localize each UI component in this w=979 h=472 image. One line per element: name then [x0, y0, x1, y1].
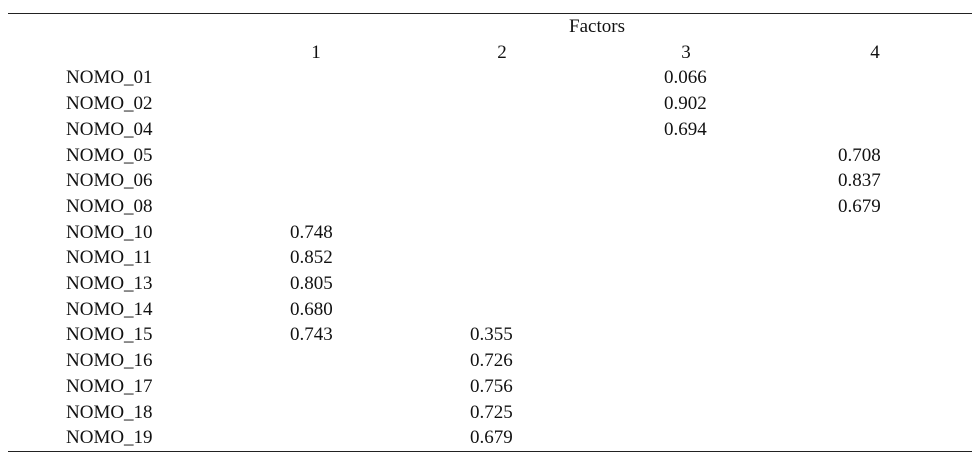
loading-cell-factor-2: 0.355 — [470, 324, 513, 346]
loading-cell-factor-4: 0.837 — [838, 170, 881, 192]
row-label: NOMO_02 — [66, 93, 153, 115]
loading-cell-factor-4: 0.679 — [838, 195, 881, 217]
row-label: NOMO_13 — [66, 273, 153, 295]
loading-cell-factor-3: 0.066 — [664, 67, 707, 89]
loading-cell-factor-1 — [222, 348, 410, 374]
row-label: NOMO_16 — [66, 350, 153, 372]
row-label: NOMO_17 — [66, 375, 153, 397]
loading-cell-factor-1: 0.743 — [290, 324, 333, 346]
table-body: NOMO_01 0.066 NOMO_02 0.902 NOMO_04 0.694 NOMO… — [8, 65, 972, 452]
loading-cell-factor-4 — [778, 245, 972, 271]
loading-cell-factor-2 — [410, 194, 594, 220]
table-row: NOMO_11 0.852 — [8, 245, 972, 271]
loading-cell-factor-3 — [594, 220, 778, 246]
loading-cell-factor-4 — [778, 220, 972, 246]
row-label: NOMO_14 — [66, 298, 153, 320]
loading-cell-factor-2 — [410, 91, 594, 117]
table-row: NOMO_13 0.805 — [8, 271, 972, 297]
loading-cell-factor-3 — [594, 374, 778, 400]
loading-cell-factor-2 — [410, 245, 594, 271]
loading-cell-factor-4 — [778, 425, 972, 452]
loading-cell-factor-4 — [778, 322, 972, 348]
loading-cell-factor-3 — [594, 400, 778, 426]
row-label: NOMO_04 — [66, 118, 153, 140]
loading-cell-factor-3 — [594, 194, 778, 220]
table-row: NOMO_19 0.679 — [8, 425, 972, 452]
loading-cell-factor-1 — [222, 117, 410, 143]
loading-cell-factor-3 — [594, 348, 778, 374]
loading-cell-factor-2 — [410, 143, 594, 169]
factor-column-header-1: 1 — [311, 41, 321, 63]
loading-cell-factor-4 — [778, 348, 972, 374]
row-label: NOMO_10 — [66, 221, 153, 243]
loading-cell-factor-3 — [594, 168, 778, 194]
loading-cell-factor-1 — [222, 194, 410, 220]
loading-cell-factor-4 — [778, 297, 972, 323]
table-row: NOMO_14 0.680 — [8, 297, 972, 323]
loading-cell-factor-2: 0.726 — [470, 350, 513, 372]
table-row: NOMO_15 0.743 0.355 — [8, 322, 972, 348]
loading-cell-factor-2 — [410, 117, 594, 143]
loading-cell-factor-1 — [222, 91, 410, 117]
loading-cell-factor-3 — [594, 425, 778, 452]
loading-cell-factor-1 — [222, 143, 410, 169]
loading-cell-factor-4 — [778, 117, 972, 143]
loading-cell-factor-4 — [778, 91, 972, 117]
loading-cell-factor-2: 0.725 — [470, 401, 513, 423]
loading-cell-factor-3 — [594, 245, 778, 271]
row-label: NOMO_08 — [66, 195, 153, 217]
loading-cell-factor-2 — [410, 297, 594, 323]
loading-cell-factor-2: 0.756 — [470, 375, 513, 397]
row-label: NOMO_18 — [66, 401, 153, 423]
stub-header-cell — [8, 12, 222, 40]
table-row: NOMO_10 0.748 — [8, 220, 972, 246]
loading-cell-factor-2 — [410, 220, 594, 246]
factor-column-header-2: 2 — [497, 41, 507, 63]
table-row: NOMO_08 0.679 — [8, 194, 972, 220]
row-label: NOMO_06 — [66, 170, 153, 192]
factor-loadings-table: Factors 1 2 3 4 NOMO_01 0.066 NOMO_02 0.902… — [8, 12, 972, 452]
table-row: NOMO_05 0.708 — [8, 143, 972, 169]
stub-header-cell-2 — [8, 40, 222, 66]
loading-cell-factor-1 — [222, 65, 410, 91]
loading-cell-factor-3: 0.694 — [664, 118, 707, 140]
loading-cell-factor-4 — [778, 271, 972, 297]
loading-cell-factor-1 — [222, 425, 410, 452]
loading-cell-factor-4: 0.708 — [838, 144, 881, 166]
row-label: NOMO_05 — [66, 144, 153, 166]
loading-cell-factor-2 — [410, 271, 594, 297]
table-row: NOMO_16 0.726 — [8, 348, 972, 374]
loading-cell-factor-4 — [778, 65, 972, 91]
table-row: NOMO_17 0.756 — [8, 374, 972, 400]
row-label: NOMO_11 — [66, 247, 152, 269]
loading-cell-factor-2 — [410, 65, 594, 91]
loading-cell-factor-3 — [594, 322, 778, 348]
factors-group-header: Factors — [222, 12, 972, 40]
loading-cell-factor-1: 0.680 — [290, 298, 333, 320]
loading-cell-factor-1 — [222, 374, 410, 400]
loading-cell-factor-1: 0.748 — [290, 221, 333, 243]
loading-cell-factor-3: 0.902 — [664, 93, 707, 115]
loading-cell-factor-4 — [778, 400, 972, 426]
loading-cell-factor-3 — [594, 297, 778, 323]
loading-cell-factor-1 — [222, 168, 410, 194]
loading-cell-factor-3 — [594, 271, 778, 297]
table-row: NOMO_18 0.725 — [8, 400, 972, 426]
factor-column-header-3: 3 — [681, 41, 691, 63]
table-row: NOMO_04 0.694 — [8, 117, 972, 143]
table-row: NOMO_02 0.902 — [8, 91, 972, 117]
loading-cell-factor-1: 0.805 — [290, 273, 333, 295]
loading-cell-factor-1 — [222, 400, 410, 426]
loading-cell-factor-2: 0.679 — [410, 425, 594, 452]
loading-cell-factor-4 — [778, 374, 972, 400]
factor-column-header-4: 4 — [870, 41, 880, 63]
row-label: NOMO_15 — [66, 324, 153, 346]
loading-cell-factor-1: 0.852 — [290, 247, 333, 269]
row-label: NOMO_01 — [66, 67, 153, 89]
table-row: NOMO_01 0.066 — [8, 65, 972, 91]
loading-cell-factor-2 — [410, 168, 594, 194]
loading-cell-factor-3 — [594, 143, 778, 169]
table-row: NOMO_06 0.837 — [8, 168, 972, 194]
row-label: NOMO_19 — [8, 425, 222, 452]
